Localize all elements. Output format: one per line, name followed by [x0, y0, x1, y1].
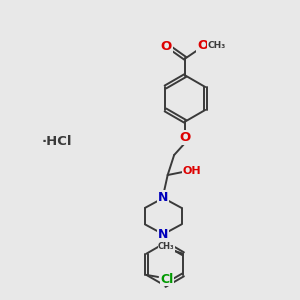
Text: OH: OH — [182, 166, 201, 176]
Text: N: N — [158, 228, 168, 241]
Text: CH₃: CH₃ — [207, 41, 225, 50]
Text: CH₃: CH₃ — [158, 242, 175, 251]
Text: O: O — [180, 131, 191, 144]
Text: Cl: Cl — [160, 273, 174, 286]
Text: N: N — [158, 191, 168, 205]
Text: ·HCl: ·HCl — [42, 135, 73, 148]
Text: O: O — [197, 39, 208, 52]
Text: O: O — [161, 40, 172, 52]
